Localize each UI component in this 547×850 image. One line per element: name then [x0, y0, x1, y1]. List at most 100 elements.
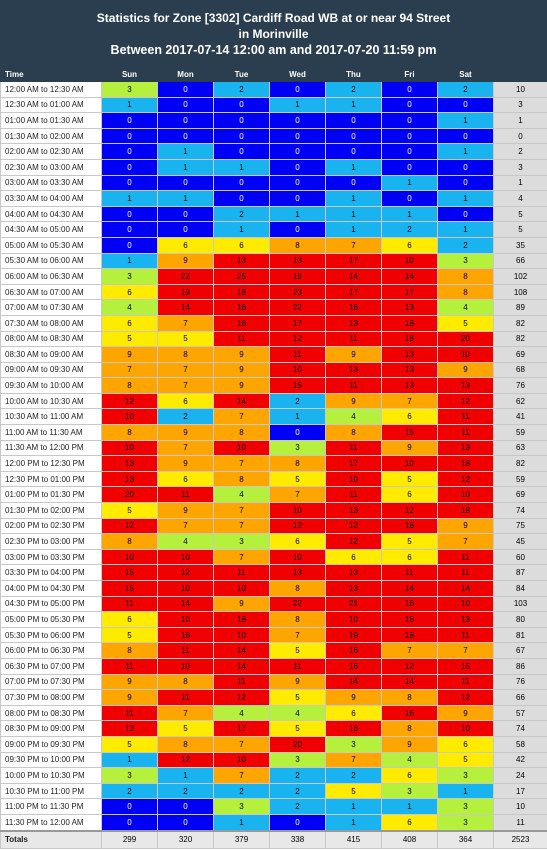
heatmap-cell: 12 [269, 517, 326, 535]
heatmap-cell: 5 [269, 720, 326, 737]
heatmap-cell: 10 [269, 502, 326, 519]
heatmap-cell: 2 [213, 81, 270, 98]
report-header: Statistics for Zone [3302] Cardiff Road … [0, 0, 547, 67]
row-total: 87 [493, 564, 547, 581]
heatmap-cell: 0 [101, 127, 158, 145]
time-slot-label: 03:00 PM to 03:30 PM [0, 548, 102, 566]
heatmap-cell: 9 [157, 455, 214, 472]
row-total: 76 [493, 673, 547, 691]
table-row: 04:00 AM to 04:30 AM 0 0 2 1 1 1 0 5 [0, 205, 547, 223]
heatmap-cell: 14 [437, 580, 494, 597]
heatmap-cell: 0 [213, 143, 270, 160]
report-title: Statistics for Zone [3302] Cardiff Road … [96, 11, 451, 25]
heatmap-cell: 6 [269, 533, 326, 550]
heatmap-cell: 9 [157, 502, 214, 519]
heatmap-cell: 12 [157, 751, 214, 769]
heatmap-cell: 8 [437, 268, 494, 285]
time-slot-label: 04:00 PM to 04:30 PM [0, 580, 102, 597]
row-total: 4 [493, 190, 547, 207]
heatmap-cell: 18 [213, 611, 270, 628]
heatmap-cell: 8 [325, 424, 382, 441]
heatmap-cell: 14 [157, 595, 214, 613]
heatmap-cell: 9 [269, 673, 326, 691]
heatmap-cell: 0 [101, 813, 158, 832]
heatmap-cell: 11 [437, 548, 494, 566]
heatmap-cell: 14 [325, 268, 382, 285]
row-total: 35 [493, 236, 547, 254]
time-slot-label: 12:30 AM to 01:00 AM [0, 96, 102, 114]
heatmap-cell: 10 [101, 439, 158, 457]
heatmap-cell: 6 [101, 611, 158, 628]
heatmap-cell: 11 [325, 439, 382, 457]
heatmap-cell: 4 [325, 408, 382, 426]
heatmap-cell: 7 [325, 751, 382, 769]
heatmap-cell: 0 [437, 158, 494, 176]
heatmap-cell: 10 [213, 626, 270, 644]
heatmap-cell: 7 [381, 392, 438, 410]
heatmap-cell: 16 [213, 299, 270, 316]
time-slot-label: 05:00 PM to 05:30 PM [0, 611, 102, 628]
heatmap-cell: 6 [381, 548, 438, 566]
table-row: 06:00 AM to 06:30 AM 3 22 25 16 14 14 8 102 [0, 268, 547, 285]
heatmap-cell: 1 [325, 813, 382, 832]
heatmap-cell: 11 [325, 486, 382, 504]
heatmap-cell: 13 [101, 720, 158, 737]
heatmap-cell: 12 [101, 517, 158, 535]
heatmap-cell: 11 [437, 564, 494, 581]
heatmap-cell: 4 [213, 486, 270, 504]
row-total: 62 [493, 392, 547, 410]
heatmap-cell: 13 [381, 361, 438, 379]
heatmap-cell: 9 [213, 595, 270, 613]
table-row: 09:00 AM to 09:30 AM 7 7 9 10 13 13 9 68 [0, 361, 547, 379]
heatmap-cell: 8 [157, 735, 214, 753]
heatmap-cell: 0 [325, 112, 382, 129]
heatmap-cell: 0 [213, 96, 270, 114]
heatmap-cell: 8 [381, 689, 438, 706]
heatmap-cell: 7 [157, 517, 214, 535]
table-row: 01:00 PM to 01:30 PM 20 11 4 7 11 6 10 69 [0, 486, 547, 504]
heatmap-cell: 7 [157, 439, 214, 457]
heatmap-cell: 6 [101, 283, 158, 301]
heatmap-cell: 0 [437, 205, 494, 223]
heatmap-cell: 14 [325, 673, 382, 691]
time-slot-label: 06:30 AM to 07:00 AM [0, 283, 102, 301]
heatmap-cell: 6 [325, 548, 382, 566]
heatmap-cell: 10 [157, 611, 214, 628]
row-total: 80 [493, 611, 547, 628]
time-slot-label: 10:00 AM to 10:30 AM [0, 392, 102, 410]
heatmap-cell: 0 [157, 112, 214, 129]
table-row: 05:30 PM to 06:00 PM 5 16 10 7 19 18 11 81 [0, 626, 547, 644]
table-row: 09:30 PM to 10:00 PM 1 12 10 3 7 4 5 42 [0, 751, 547, 769]
heatmap-cell: 1 [269, 408, 326, 426]
heatmap-cell: 17 [325, 252, 382, 270]
heatmap-cell: 20 [437, 330, 494, 348]
heatmap-cell: 22 [157, 268, 214, 285]
time-slot-label: 06:00 PM to 06:30 PM [0, 642, 102, 659]
time-slot-label: 09:30 PM to 10:00 PM [0, 751, 102, 769]
heatmap-cell: 11 [325, 330, 382, 348]
heatmap-cell: 0 [381, 112, 438, 129]
table-row: 08:00 AM to 08:30 AM 5 5 11 12 11 18 20 82 [0, 330, 547, 348]
heatmap-cell: 6 [325, 704, 382, 722]
heatmap-cell: 6 [157, 392, 214, 410]
heatmap-cell: 0 [157, 81, 214, 98]
time-slot-label: 02:00 AM to 02:30 AM [0, 143, 102, 160]
heatmap-cell: 13 [101, 470, 158, 488]
heatmap-cell: 1 [101, 252, 158, 270]
heatmap-cell: 2 [213, 782, 270, 800]
table-row: 07:30 PM to 08:00 PM 9 11 12 5 9 8 12 66 [0, 689, 547, 706]
heatmap-cell: 0 [269, 424, 326, 441]
heatmap-cell: 6 [381, 486, 438, 504]
totals-row: Totals 299 320 379 338 415 408 364 2523 [0, 829, 547, 849]
heatmap-cell: 20 [101, 486, 158, 504]
heatmap-cell: 1 [269, 205, 326, 223]
row-total: 17 [493, 782, 547, 800]
heatmap-cell: 13 [437, 611, 494, 628]
heatmap-cell: 5 [269, 470, 326, 488]
heatmap-cell: 11 [269, 657, 326, 675]
heatmap-cell: 2 [269, 392, 326, 410]
heatmap-cell: 2 [269, 767, 326, 784]
heatmap-cell: 7 [157, 361, 214, 379]
table-row: 01:00 AM to 01:30 AM 0 0 0 0 0 0 1 1 [0, 112, 547, 129]
heatmap-cell: 8 [437, 283, 494, 301]
